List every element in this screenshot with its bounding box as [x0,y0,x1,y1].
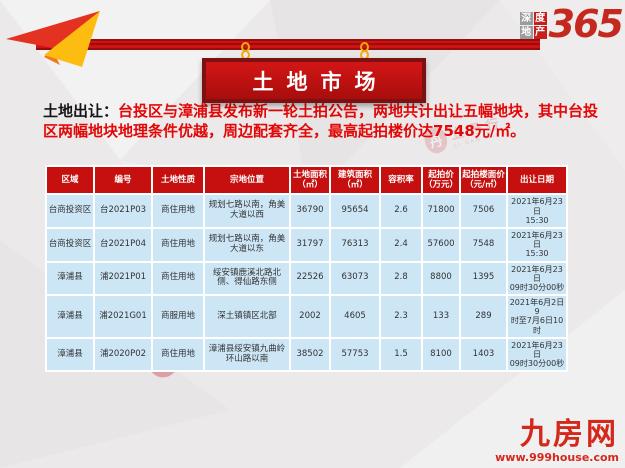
cell-region: 漳浦县 [47,262,93,295]
table-row: 漳浦县 浦2021G01 商服用地 深土镇镇区北部 2002 4605 2.3 … [47,296,566,337]
site-name: 九房网 [520,417,619,452]
cell-building-area: 95654 [331,195,379,227]
cell-start-price: 133 [423,296,459,337]
intro-paragraph: 土地出让：台投区与漳浦县发布新一轮土拍公告，两地共计出让五幅地块，其中台投区两幅… [43,102,605,141]
cell-land-area: 36790 [291,195,329,227]
cell-land-area: 38502 [291,338,329,371]
cell-floor-price: 1403 [461,338,506,371]
cell-code: 浦2020P02 [95,338,151,371]
column-header: 建筑面积（㎡） [331,167,379,194]
column-header: 区域 [47,167,93,194]
cell-date: 2021年6月23日 09时30分00秒 [508,338,566,371]
logo-char: 地 [519,26,533,39]
cell-location: 漳浦县绥安镇九曲岭环山路以南 [205,338,289,371]
column-header: 容积率 [381,167,421,194]
cell-plot-ratio: 2.4 [381,228,421,261]
cell-land-type: 商住用地 [153,228,203,261]
site-url: www.999house.com [495,451,619,464]
cell-region: 漳浦县 [47,338,93,371]
cell-date: 2021年6月23日 15:30 [508,195,566,227]
site-logo: 九房网 www.999house.com [495,417,619,465]
cell-land-area: 2002 [291,296,329,337]
column-header: 土地性质 [153,167,203,194]
logo-char: 深 [519,12,533,25]
cell-date: 2021年6月2日9 时至7月6日10时 [508,296,566,337]
cell-building-area: 4605 [331,296,379,337]
cell-floor-price: 7506 [461,195,506,227]
cell-land-type: 商住用地 [153,338,203,371]
cell-land-type: 商住用地 [153,262,203,295]
cell-date: 2021年6月23日 09时30分00秒 [508,262,566,295]
header-rule-line [36,39,540,50]
column-header: 起拍价（万元） [423,167,459,194]
cell-building-area: 57753 [331,338,379,371]
cell-location: 规划七路以南，角美大道以西 [205,195,289,227]
cell-start-price: 8800 [423,262,459,295]
cell-plot-ratio: 1.5 [381,338,421,371]
column-header: 出让日期 [508,167,566,194]
table-row: 台商投资区 台2021P03 商住用地 规划七路以南，角美大道以西 36790 … [47,195,566,227]
column-header: 宗地位置 [205,167,289,194]
cell-location: 深土镇镇区北部 [205,296,289,337]
cell-region: 漳浦县 [47,296,93,337]
cell-date: 2021年6月23日 15:30 [508,228,566,261]
cell-plot-ratio: 2.6 [381,195,421,227]
cell-code: 浦2021G01 [95,296,151,337]
logo-char: 产 [533,26,547,39]
cell-land-type: 商服用地 [153,296,203,337]
cell-floor-price: 289 [461,296,506,337]
cell-building-area: 63073 [331,262,379,295]
cell-start-price: 57600 [423,228,459,261]
cell-plot-ratio: 2.8 [381,262,421,295]
table-row: 台商投资区 台2021P04 商住用地 规划七路以南，角美大道以东 31797 … [47,228,566,261]
cell-floor-price: 1395 [461,262,506,295]
cell-land-area: 31797 [291,228,329,261]
cell-location: 规划七路以南，角美大道以东 [205,228,289,261]
cell-building-area: 76313 [331,228,379,261]
cell-start-price: 71800 [423,195,459,227]
column-header: 起拍楼面价（元/㎡） [461,167,506,194]
intro-label: 土地出让： [43,102,119,120]
cell-floor-price: 7548 [461,228,506,261]
brand-logo: 深 度 地 产 365 [519,2,624,46]
cell-location: 绥安镇鹿溪北路北侧、得仙路东侧 [205,262,289,295]
cell-code: 台2021P03 [95,195,151,227]
table-header-row: 区域 编号 土地性质 宗地位置 土地面积（㎡） 建筑面积（㎡） 容积率 起拍价（… [47,167,566,194]
cell-code: 台2021P04 [95,228,151,261]
table-row: 漳浦县 浦2021P01 商住用地 绥安镇鹿溪北路北侧、得仙路东侧 22526 … [47,262,566,295]
column-header: 编号 [95,167,151,194]
land-auction-table: 区域 编号 土地性质 宗地位置 土地面积（㎡） 建筑面积（㎡） 容积率 起拍价（… [45,165,568,373]
cell-start-price: 8100 [423,338,459,371]
column-header: 土地面积（㎡） [291,167,329,194]
cell-region: 台商投资区 [47,228,93,261]
cell-plot-ratio: 2.3 [381,296,421,337]
section-title: 土地市场 [252,69,389,94]
intro-text: 台投区与漳浦县发布新一轮土拍公告，两地共计出让五幅地块，其中台投区两幅地块地理条… [43,102,599,140]
brand-logo-number: 365 [548,2,624,46]
arrow-decoration-icon [6,11,100,67]
brand-logo-characters: 深 度 地 产 [519,12,547,39]
table-row: 漳浦县 浦2020P02 商住用地 漳浦县绥安镇九曲岭环山路以南 38502 5… [47,338,566,371]
logo-char: 度 [533,12,547,25]
cell-code: 浦2021P01 [95,262,151,295]
cell-land-area: 22526 [291,262,329,295]
section-sign-board: 土地市场 [202,58,426,103]
cell-region: 台商投资区 [47,195,93,227]
cell-land-type: 商住用地 [153,195,203,227]
